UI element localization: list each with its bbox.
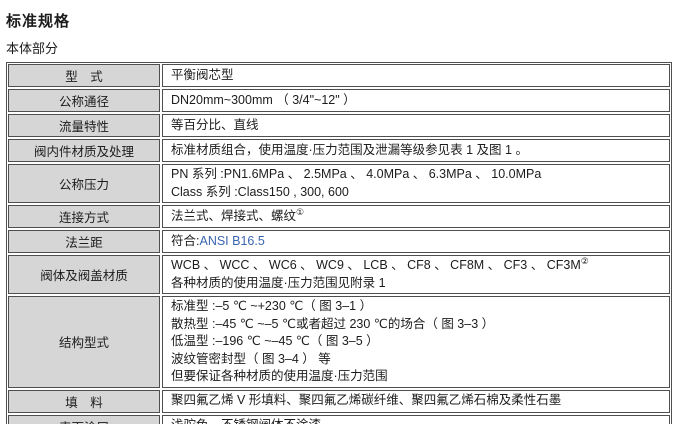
table-row: 公称压力 PN 系列 :PN1.6MPa 、 2.5MPa 、 4.0MPa 、 … xyxy=(8,164,670,203)
row-label: 结构型式 xyxy=(8,296,160,388)
table-row: 型 式平衡阀芯型 xyxy=(8,64,670,87)
content-text: 等百分比、直线 xyxy=(171,117,259,132)
content-line: 聚四氟乙烯 V 形填料、聚四氟乙烯碳纤维、聚四氟乙烯石棉及柔性石墨 xyxy=(171,392,661,410)
row-content: 法兰式、焊接式、螺纹① xyxy=(162,205,670,228)
content-text: DN20mm~300mm （ 3/4"~12" ） xyxy=(171,92,356,107)
row-label: 填 料 xyxy=(8,389,160,413)
content-text: 标准材质组合，使用温度·压力范围及泄漏等级参见表 1 及图 1 。 xyxy=(171,142,528,157)
content-line: 散热型 :–45 ℃ ~–5 ℃或者超过 230 ℃的场合（ 图 3–3 ） xyxy=(171,316,661,334)
page-title: 标准规格 xyxy=(6,13,71,30)
content-text: 浅驼色，不锈钢阀体不涂漆。 xyxy=(171,418,334,424)
row-content: DN20mm~300mm （ 3/4"~12" ） xyxy=(162,89,670,112)
table-row: 公称通径 DN20mm~300mm （ 3/4"~12" ） xyxy=(8,89,670,112)
row-content: 聚四氟乙烯 V 形填料、聚四氟乙烯碳纤维、聚四氟乙烯石棉及柔性石墨 xyxy=(162,389,670,413)
content-text: 各种材质的使用温度·压力范围见附录 1 xyxy=(171,275,386,290)
content-text: PN 系列 :PN1.6MPa 、 2.5MPa 、 4.0MPa 、 6.3M… xyxy=(171,167,542,181)
content-line: 平衡阀芯型 xyxy=(171,67,661,85)
content-text: 波纹管密封型（ 图 3–4 ） 等 xyxy=(171,351,331,366)
row-content: PN 系列 :PN1.6MPa 、 2.5MPa 、 4.0MPa 、 6.3M… xyxy=(162,164,670,203)
table-row: 法兰距 符合:ANSI B16.5 xyxy=(8,230,670,253)
content-text: 平衡阀芯型 xyxy=(171,67,234,82)
row-label: 公称通径 xyxy=(8,89,160,112)
content-line: WCB 、 WCC 、 WC6 、 WC9 、 LCB 、 CF8 、 CF8M… xyxy=(171,255,661,275)
content-line: 波纹管密封型（ 图 3–4 ） 等 xyxy=(171,351,661,369)
content-text: 但要保证各种材质的使用温度·压力范围 xyxy=(171,369,388,383)
content-text: Class 系列 :Class150 , 300, 600 xyxy=(171,184,349,199)
content-line: PN 系列 :PN1.6MPa 、 2.5MPa 、 4.0MPa 、 6.3M… xyxy=(171,166,661,184)
content-line: 法兰式、焊接式、螺纹① xyxy=(171,206,661,226)
content-text: 散热型 :–45 ℃ ~–5 ℃或者超过 230 ℃的场合（ 图 3–3 ） xyxy=(171,316,495,331)
row-content: 等百分比、直线 xyxy=(162,114,670,137)
row-content: 符合:ANSI B16.5 xyxy=(162,230,670,253)
row-label: 流量特性 xyxy=(8,114,160,137)
content-text: ANSI B16.5 xyxy=(199,233,265,248)
content-line: 等百分比、直线 xyxy=(171,117,661,135)
row-content: 平衡阀芯型 xyxy=(162,64,670,87)
row-label: 阀内件材质及处理 xyxy=(8,139,160,162)
content-line: 标准材质组合，使用温度·压力范围及泄漏等级参见表 1 及图 1 。 xyxy=(171,142,661,160)
content-line: DN20mm~300mm （ 3/4"~12" ） xyxy=(171,92,661,110)
footnote-marker: ① xyxy=(296,206,305,217)
content-text: 符合: xyxy=(171,233,200,248)
content-text: 低温型 :–196 ℃ ~–45 ℃（ 图 3–5 ） xyxy=(171,334,379,348)
table-row: 流量特性 等百分比、直线 xyxy=(8,114,670,137)
content-line: 低温型 :–196 ℃ ~–45 ℃（ 图 3–5 ） xyxy=(171,333,661,351)
row-content: WCB 、 WCC 、 WC6 、 WC9 、 LCB 、 CF8 、 CF8M… xyxy=(162,255,670,294)
content-line: 标准型 :–5 ℃ ~+230 ℃（ 图 3–1 ） xyxy=(171,298,661,316)
content-text: 聚四氟乙烯 V 形填料、聚四氟乙烯碳纤维、聚四氟乙烯石棉及柔性石墨 xyxy=(171,393,562,408)
content-line: 符合:ANSI B16.5 xyxy=(171,233,661,251)
row-label: 型 式 xyxy=(8,64,160,87)
row-label: 法兰距 xyxy=(8,230,160,253)
table-row: 表面涂层 浅驼色，不锈钢阀体不涂漆。 xyxy=(8,414,670,424)
table-row: 阀体及阀盖材质 WCB 、 WCC 、 WC6 、 WC9 、 LCB 、 CF8… xyxy=(8,255,670,294)
footnote-marker: ② xyxy=(580,255,589,266)
content-text: WCB 、 WCC 、 WC6 、 WC9 、 LCB 、 CF8 、 CF8M… xyxy=(171,258,581,272)
row-label: 表面涂层 xyxy=(8,414,160,424)
table-row: 连接方式 法兰式、焊接式、螺纹① xyxy=(8,205,670,228)
row-label: 公称压力 xyxy=(8,164,160,203)
page-subtitle: 本体部分 xyxy=(6,41,59,56)
content-line: Class 系列 :Class150 , 300, 600 xyxy=(171,184,661,202)
row-label: 连接方式 xyxy=(8,205,160,228)
content-text: 标准型 :–5 ℃ ~+230 ℃（ 图 3–1 ） xyxy=(171,299,373,313)
table-row: 填 料聚四氟乙烯 V 形填料、聚四氟乙烯碳纤维、聚四氟乙烯石棉及柔性石墨 xyxy=(8,389,670,413)
table-row: 结构型式 标准型 :–5 ℃ ~+230 ℃（ 图 3–1 ） 散热型 :–45 ℃… xyxy=(8,296,670,388)
row-content: 标准材质组合，使用温度·压力范围及泄漏等级参见表 1 及图 1 。 xyxy=(162,139,670,162)
row-content: 标准型 :–5 ℃ ~+230 ℃（ 图 3–1 ） 散热型 :–45 ℃ ~–5… xyxy=(162,296,670,388)
spec-table: 型 式平衡阀芯型 公称通径 DN20mm~300mm （ 3/4"~12" ） 流量特… xyxy=(6,62,672,424)
row-label: 阀体及阀盖材质 xyxy=(8,255,160,294)
table-row: 阀内件材质及处理 标准材质组合，使用温度·压力范围及泄漏等级参见表 1 及图 1 … xyxy=(8,139,670,162)
content-line: 各种材质的使用温度·压力范围见附录 1 xyxy=(171,275,661,293)
content-line: 浅驼色，不锈钢阀体不涂漆。 xyxy=(171,417,661,424)
content-text: 法兰式、焊接式、螺纹 xyxy=(171,208,297,223)
content-line: 但要保证各种材质的使用温度·压力范围 xyxy=(171,368,661,386)
row-content: 浅驼色，不锈钢阀体不涂漆。 xyxy=(162,414,670,424)
